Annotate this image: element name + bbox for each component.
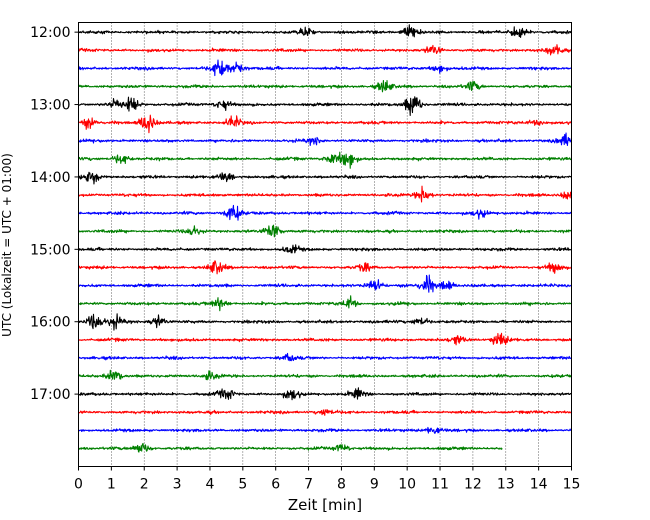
y-tick-label: 13:00 — [30, 98, 70, 114]
seismogram-trace — [78, 295, 572, 312]
seismogram-trace — [77, 59, 572, 77]
seismogram-trace — [78, 24, 573, 38]
seismogram-trace — [77, 44, 572, 56]
seismogram-trace — [78, 185, 573, 203]
y-tick-label: 14:00 — [30, 170, 70, 186]
x-axis: 0 1 2 3 4 5 6 7 8 9 10 11 12 13 14 15 — [74, 466, 581, 493]
x-tick-label: 12 — [464, 477, 482, 493]
seismogram-trace — [78, 171, 572, 185]
x-tick-label: 1 — [107, 477, 116, 493]
x-tick-label: 11 — [431, 477, 449, 493]
seismogram-trace — [77, 224, 572, 238]
seismogram-trace — [78, 260, 573, 275]
seismogram-trace — [78, 274, 572, 293]
seismogram-trace — [78, 409, 572, 416]
y-tick-label: 15:00 — [30, 242, 70, 258]
x-tick-label: 6 — [271, 477, 280, 493]
seismogram-trace — [78, 244, 572, 254]
y-tick-label: 17:00 — [30, 387, 70, 403]
x-tick-label: 9 — [370, 477, 379, 493]
seismogram-trace — [78, 204, 572, 221]
x-tick-label: 5 — [238, 477, 247, 493]
x-tick-label: 13 — [497, 477, 515, 493]
grid-lines — [111, 22, 539, 467]
x-tick-label: 2 — [140, 477, 149, 493]
x-tick-label: 15 — [563, 477, 581, 493]
trace-series — [77, 24, 573, 453]
x-axis-label: Zeit [min] — [288, 496, 362, 514]
x-tick-label: 8 — [337, 477, 346, 493]
x-tick-label: 4 — [206, 477, 215, 493]
x-tick-label: 7 — [304, 477, 313, 493]
seismogram-trace — [78, 313, 573, 331]
seismogram-trace — [78, 79, 573, 93]
seismogram-trace — [78, 387, 572, 401]
seismogram-trace — [78, 151, 573, 169]
y-axis-label: UTC (Lokalzeit = UTC + 01:00) — [0, 153, 14, 337]
y-tick-label: 12:00 — [30, 25, 70, 41]
x-tick-label: 14 — [530, 477, 548, 493]
seismogram-trace — [78, 442, 503, 453]
y-tick-label: 16:00 — [30, 315, 70, 331]
seismogram-trace — [78, 369, 572, 381]
seismogram-trace — [78, 114, 572, 134]
x-tick-label: 3 — [173, 477, 182, 493]
y-axis: 12:00 13:00 14:00 15:00 16:00 17:00 — [30, 25, 79, 403]
seismogram-trace — [77, 352, 572, 362]
seismogram-trace — [78, 426, 572, 434]
seismogram-trace — [78, 132, 573, 147]
seismogram-trace — [78, 96, 572, 117]
plot-frame — [78, 22, 572, 467]
x-tick-label: 10 — [398, 477, 416, 493]
seismogram-trace — [78, 332, 572, 346]
x-tick-label: 0 — [74, 477, 83, 493]
